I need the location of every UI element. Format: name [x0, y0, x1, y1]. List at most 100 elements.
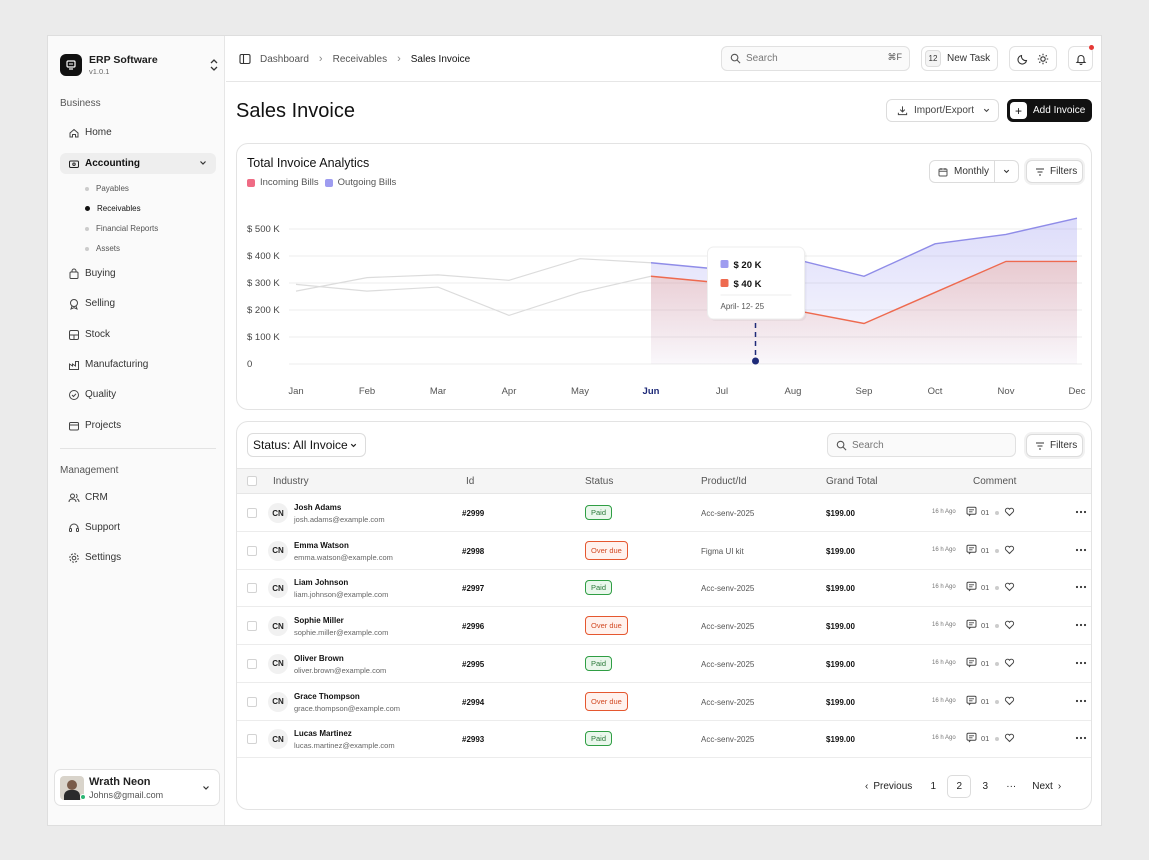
invoice-id[interactable]: #2996: [462, 622, 485, 632]
box-icon: [68, 329, 80, 341]
header-status[interactable]: Status: [585, 476, 614, 487]
theme-toggle[interactable]: [1009, 46, 1057, 71]
header-grand-total[interactable]: Grand Total: [826, 476, 878, 487]
sidebar-subitem-financial-reports[interactable]: Financial Reports: [85, 224, 158, 233]
comment-icon[interactable]: [966, 619, 977, 630]
row-checkbox[interactable]: [247, 621, 257, 632]
heart-icon[interactable]: [1004, 657, 1015, 668]
sidebar-item-home[interactable]: Home: [60, 122, 216, 143]
invoice-id[interactable]: #2998: [462, 546, 485, 556]
invoice-id[interactable]: #2997: [462, 584, 485, 594]
comment-icon[interactable]: [966, 732, 977, 743]
previous-page-button[interactable]: ‹ Previous: [857, 775, 920, 798]
row-checkbox[interactable]: [247, 583, 257, 594]
invoice-id[interactable]: #2993: [462, 735, 485, 745]
header-industry[interactable]: Industry: [273, 476, 309, 487]
sidebar-toggle-icon[interactable]: [239, 53, 251, 65]
select-all-checkbox[interactable]: [247, 476, 257, 486]
user-menu[interactable]: Wrath Neon Johns@gmail.com: [54, 769, 220, 806]
sidebar-subitem-assets[interactable]: Assets: [85, 244, 120, 253]
invoice-id[interactable]: #2995: [462, 659, 485, 669]
more-options-icon[interactable]: [1075, 582, 1087, 592]
chevron-down-icon[interactable]: [1002, 167, 1011, 176]
more-options-icon[interactable]: [1075, 696, 1087, 706]
sidebar-item-quality[interactable]: Quality: [60, 384, 216, 405]
sidebar-item-manufacturing[interactable]: Manufacturing: [60, 354, 216, 375]
row-checkbox[interactable]: [247, 545, 257, 556]
legend-outgoing[interactable]: Outgoing Bills: [324, 177, 396, 188]
header-id[interactable]: Id: [466, 476, 475, 487]
table-row[interactable]: CN Grace Thompson grace.thompson@example.c…: [237, 683, 1091, 721]
breadcrumb-dashboard[interactable]: Dashboard: [260, 53, 309, 65]
table-search-input[interactable]: Search: [827, 433, 1016, 457]
notifications-button[interactable]: [1068, 45, 1094, 71]
comment-icon[interactable]: [966, 544, 977, 555]
row-checkbox[interactable]: [247, 658, 257, 669]
heart-icon[interactable]: [1004, 732, 1015, 743]
page-button[interactable]: 3: [982, 781, 989, 792]
table-row[interactable]: CN Oliver Brown oliver.brown@example.com #2…: [237, 645, 1091, 683]
period-select[interactable]: Monthly: [929, 160, 1019, 183]
sidebar-item-label: CRM: [85, 492, 108, 503]
invoice-id[interactable]: #2994: [462, 697, 485, 707]
comment-icon[interactable]: [966, 506, 977, 517]
invoice-id[interactable]: #2999: [462, 509, 485, 518]
tooltip-card: [707, 246, 805, 320]
header-product[interactable]: Product/Id: [701, 476, 747, 487]
breadcrumb-receivables[interactable]: Receivables: [332, 53, 388, 65]
sidebar-item-stock[interactable]: Stock: [60, 324, 216, 345]
tooltip-point[interactable]: [752, 357, 759, 365]
status-filter-select[interactable]: Status: All Invoice: [247, 433, 366, 457]
sidebar-subitem-receivables[interactable]: Receivables: [85, 204, 141, 213]
chart-filters-button[interactable]: Filters: [1026, 160, 1083, 183]
sidebar-item-buying[interactable]: Buying: [60, 263, 216, 284]
page-button-current[interactable]: 2: [947, 775, 972, 798]
customer-email: oliver.brown@example.com: [294, 665, 387, 675]
table-row[interactable]: CN Emma Watson emma.watson@example.com #299…: [237, 532, 1091, 570]
heart-icon[interactable]: [1004, 506, 1015, 517]
heart-icon[interactable]: [1004, 581, 1015, 592]
row-checkbox[interactable]: [247, 696, 257, 707]
heart-icon[interactable]: [1004, 619, 1015, 630]
more-options-icon[interactable]: [1075, 507, 1087, 517]
row-checkbox[interactable]: [247, 734, 257, 745]
chevron-up-down-icon[interactable]: [208, 58, 220, 72]
sidebar-item-settings[interactable]: Settings: [60, 547, 216, 568]
next-page-button[interactable]: Next ›: [1024, 775, 1069, 798]
comment-icon[interactable]: [966, 581, 977, 592]
table-row[interactable]: CN Lucas Martinez lucas.martinez@example.c…: [237, 720, 1091, 759]
sidebar-item-support[interactable]: Support: [60, 517, 216, 538]
table-row[interactable]: CN Josh Adams josh.adams@example.com #2999 P…: [237, 494, 1091, 532]
header-comment[interactable]: Comment: [973, 476, 1017, 487]
table-row[interactable]: CN Sophie Miller sophie.miller@example.com…: [237, 607, 1091, 646]
add-invoice-button[interactable]: + Add Invoice: [1007, 99, 1092, 122]
heart-icon[interactable]: [1004, 544, 1015, 555]
more-options-icon[interactable]: [1075, 545, 1087, 555]
new-task-button[interactable]: 12 New Task: [921, 46, 998, 71]
more-options-icon[interactable]: [1075, 733, 1087, 743]
sidebar-subitem-payables[interactable]: Payables: [85, 184, 129, 193]
x-tick-label: Dec: [1069, 386, 1086, 397]
table-filters-button[interactable]: Filters: [1026, 434, 1083, 457]
row-checkbox[interactable]: [247, 508, 257, 518]
more-options-icon[interactable]: [1075, 620, 1087, 630]
moon-icon[interactable]: [1016, 52, 1030, 66]
x-tick-label: Aug: [785, 386, 802, 397]
legend-incoming[interactable]: Incoming Bills: [247, 177, 319, 188]
page-button[interactable]: 1: [930, 781, 937, 792]
import-export-button[interactable]: Import/Export: [886, 99, 999, 122]
sidebar-item-accounting[interactable]: Accounting: [60, 153, 216, 174]
sidebar-item-projects[interactable]: Projects: [60, 415, 216, 436]
time-ago: 16 h Ago: [932, 697, 956, 704]
global-search-input[interactable]: Search ⌘F: [721, 46, 910, 71]
more-options-icon[interactable]: [1075, 658, 1087, 668]
sidebar-item-selling[interactable]: Selling: [60, 293, 216, 314]
sidebar-item-crm[interactable]: CRM: [60, 487, 216, 508]
comment-icon[interactable]: [966, 695, 977, 706]
separator-dot: [995, 737, 999, 742]
heart-icon[interactable]: [1004, 695, 1015, 706]
brand-switcher[interactable]: ERP Software v1.0.1: [60, 50, 220, 80]
table-row[interactable]: CN Liam Johnson liam.johnson@example.com #2…: [237, 569, 1091, 608]
comment-icon[interactable]: [966, 657, 977, 668]
sun-icon[interactable]: [1036, 52, 1050, 66]
